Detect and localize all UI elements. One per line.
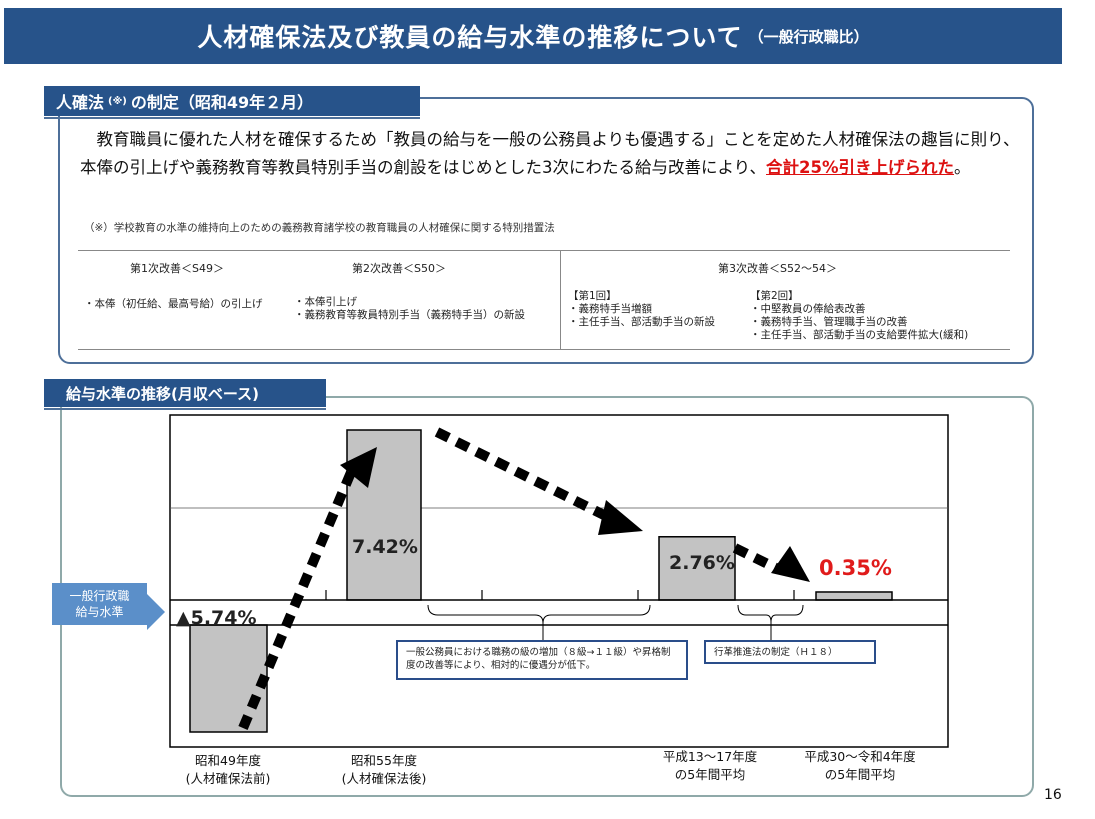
bar-3: [658, 536, 736, 601]
table-top-line: [78, 250, 1010, 251]
footnote: （※）学校教育の水準の維持向上のための義務教育諸学校の教育職員の人材確保に関する…: [84, 222, 555, 234]
revision3-round1: 【第1回】 ・義務特手当増額 ・主任手当、部活動手当の新設: [568, 290, 743, 329]
table-divider: [560, 250, 561, 350]
round2-item: ・中堅教員の俸給表改善: [750, 303, 866, 315]
revision2-items: ・本俸引上げ ・義務教育等教員特別手当（義務特手当）の新設: [294, 296, 544, 322]
baseline-label-line1: 一般行政職: [69, 589, 130, 603]
page-title: 人材確保法及び教員の給与水準の推移について: [197, 23, 743, 52]
body-highlight: 合計25%引き上げられた: [766, 158, 955, 177]
section2-heading: 給与水準の推移(月収ベース): [44, 379, 326, 410]
revision3-header: 第3次改善＜S52～54＞: [718, 262, 837, 275]
value-label-1: ▲5.74%: [176, 607, 257, 629]
trend-arrowhead-2: [598, 500, 643, 535]
table-bottom-line: [78, 349, 1010, 350]
category-label-4: 平成30～令和4年度 の5年間平均: [804, 749, 916, 782]
body-end: 。: [954, 158, 971, 177]
section1-heading-note: (※): [108, 95, 127, 107]
section1-box: [58, 97, 1034, 364]
trend-arrow-1: [238, 468, 357, 730]
revision1-header: 第1次改善＜S49＞: [130, 262, 224, 275]
chart-frame: [169, 414, 949, 748]
round1-item: ・義務特手当増額: [568, 303, 652, 315]
bar-1: [189, 624, 268, 733]
trend-arrowhead-3: [771, 546, 810, 582]
bar-2: [346, 429, 422, 601]
round1-item: ・主任手当、部活動手当の新設: [568, 316, 715, 328]
title-bar: 人材確保法及び教員の給与水準の推移について （一般行政職比）: [4, 8, 1062, 64]
round2-item: ・義務特手当、管理職手当の改善: [750, 316, 908, 328]
value-label-4: 0.35%: [819, 556, 892, 580]
page-number: 16: [1044, 787, 1062, 803]
page-subtitle: （一般行政職比）: [748, 27, 869, 46]
trend-arrowhead-1: [340, 447, 377, 488]
section1-body: 教育職員に優れた人材を確保するため「教員の給与を一般の公務員よりも優遇する」こと…: [80, 126, 1030, 182]
note-box-1: 一般公務員における職務の級の増加（８級→１１級）や昇格制度の改善等により、相対的…: [396, 640, 688, 680]
round2-title: 【第2回】: [750, 290, 799, 302]
section1-heading: 人確法 (※) の制定（昭和49年２月）: [44, 86, 420, 119]
baseline-pointer: [147, 594, 165, 630]
body-text: 教育職員に優れた人材を確保するため「教員の給与を一般の公務員よりも優遇する」こと…: [80, 130, 1020, 177]
section2-heading-text: 給与水準の推移(月収ベース): [66, 384, 259, 403]
note-box-2: 行革推進法の制定（Ｈ１８）: [704, 640, 876, 664]
baseline-label: 一般行政職 給与水準: [52, 583, 147, 625]
round2-item: ・主任手当、部活動手当の支給要件拡大(緩和): [750, 329, 969, 341]
brace-2: [737, 604, 804, 623]
section1-heading-text: 人確法: [56, 93, 105, 112]
bar-4: [815, 591, 893, 601]
section1-heading-rest: の制定（昭和49年２月）: [130, 93, 314, 112]
category-label-1: 昭和49年度 (人材確保法前): [185, 753, 271, 786]
round1-title: 【第1回】: [568, 290, 617, 302]
baseline-label-line2: 給与水準: [75, 605, 124, 619]
category-label-2: 昭和55年度 (人材確保法後): [341, 753, 427, 786]
revision2-item: ・義務教育等教員特別手当（義務特手当）の新設: [294, 309, 525, 321]
category-label-3: 平成13～17年度 の5年間平均: [662, 749, 758, 782]
brace-1: [427, 604, 651, 624]
revision2-header: 第2次改善＜S50＞: [352, 262, 446, 275]
value-label-3: 2.76%: [669, 552, 735, 574]
revision1-item: ・本俸（初任給、最高号給）の引上げ: [84, 298, 263, 310]
revision3-round2: 【第2回】 ・中堅教員の俸給表改善 ・義務特手当、管理職手当の改善 ・主任手当、…: [750, 290, 1005, 342]
trend-arrow-3: [732, 543, 779, 573]
revision2-item: ・本俸引上げ: [294, 296, 357, 308]
trend-arrow-2: [434, 427, 617, 525]
value-label-2: 7.42%: [352, 536, 418, 558]
